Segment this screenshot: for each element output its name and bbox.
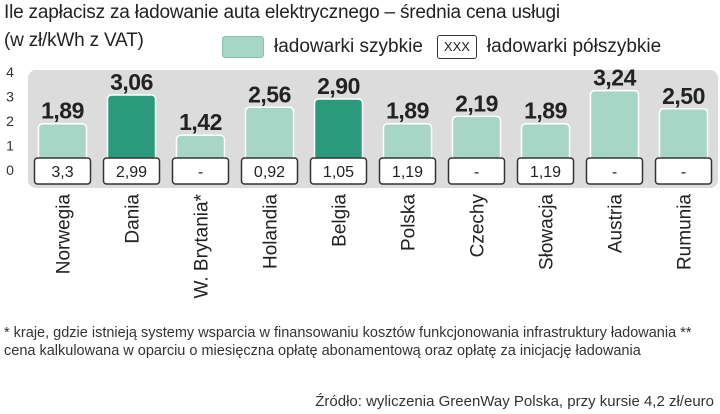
value-box-semi bbox=[516, 157, 575, 185]
y-tick-label: 4 bbox=[6, 64, 14, 80]
category-label: Austria bbox=[606, 194, 627, 254]
footnote: * kraje, gdzie istnieją systemy wsparcia… bbox=[4, 325, 692, 359]
bar-chart: 0 1 2 3 4 1,89 3,3 Norwegia 3,06 2,99 Dania 1,42 - W.… bbox=[6, 64, 718, 299]
value-label-fast: 2,90 bbox=[317, 73, 360, 99]
value-label-semi: - bbox=[681, 164, 686, 181]
value-label-semi: 2,99 bbox=[116, 164, 147, 181]
category-label: Słowacja bbox=[537, 194, 558, 270]
source-note: Źródło: wyliczenia GreenWay Polska, przy… bbox=[315, 393, 714, 410]
value-box-semi bbox=[654, 157, 713, 185]
category-label: Dania bbox=[123, 194, 144, 244]
value-box-semi bbox=[240, 157, 299, 185]
category-label: Belgia bbox=[330, 194, 351, 247]
value-box-semi bbox=[378, 157, 437, 185]
value-label-fast: 2,50 bbox=[662, 83, 705, 109]
chart-subtitle: (w zł/kWh z VAT) bbox=[4, 30, 144, 51]
legend: ładowarki szybkie XXX ładowarki półszybk… bbox=[222, 35, 661, 59]
legend-swatch-fast bbox=[222, 36, 264, 58]
legend-label-fast: ładowarki szybkie bbox=[274, 36, 423, 57]
chart-title: Ile zapłacisz za ładowanie auta elektryc… bbox=[4, 2, 560, 23]
value-label-fast: 3,24 bbox=[593, 65, 636, 91]
value-box-semi bbox=[171, 157, 230, 185]
value-box-semi bbox=[33, 157, 92, 185]
value-box-semi bbox=[309, 157, 368, 185]
value-label-semi: 1,05 bbox=[323, 164, 354, 181]
value-label-semi: 0,92 bbox=[254, 164, 285, 181]
category-label: W. Brytania* bbox=[192, 193, 213, 298]
value-label-semi: 1,19 bbox=[530, 164, 561, 181]
value-label-semi: - bbox=[474, 164, 479, 181]
category-label: Rumunia bbox=[675, 194, 696, 270]
category-label: Polska bbox=[399, 194, 420, 251]
legend-label-semi: ładowarki półszybkie bbox=[486, 36, 662, 57]
value-box-semi bbox=[585, 157, 644, 185]
value-box-semi bbox=[447, 157, 506, 185]
legend-swatch-semi: XXX bbox=[436, 35, 477, 59]
value-label-semi: 3,3 bbox=[51, 164, 73, 181]
value-label-fast: 1,42 bbox=[179, 109, 222, 135]
value-label-semi: - bbox=[198, 164, 203, 181]
category-label: Holandia bbox=[261, 194, 282, 269]
category-label: Czechy bbox=[468, 194, 489, 258]
y-tick-label: 2 bbox=[6, 113, 14, 129]
value-label-fast: 1,89 bbox=[41, 98, 84, 124]
value-label-fast: 2,56 bbox=[248, 81, 291, 107]
value-label-fast: 1,89 bbox=[386, 98, 429, 124]
value-label-semi: - bbox=[612, 164, 617, 181]
y-tick-label: 0 bbox=[6, 162, 14, 178]
y-tick-label: 1 bbox=[6, 138, 14, 154]
value-label-fast: 2,19 bbox=[455, 90, 498, 116]
value-box-semi bbox=[102, 157, 161, 185]
value-label-semi: 1,19 bbox=[392, 164, 423, 181]
value-label-fast: 3,06 bbox=[110, 69, 153, 95]
category-label: Norwegia bbox=[54, 194, 75, 275]
value-label-fast: 1,89 bbox=[524, 98, 567, 124]
y-tick-label: 3 bbox=[6, 89, 14, 105]
